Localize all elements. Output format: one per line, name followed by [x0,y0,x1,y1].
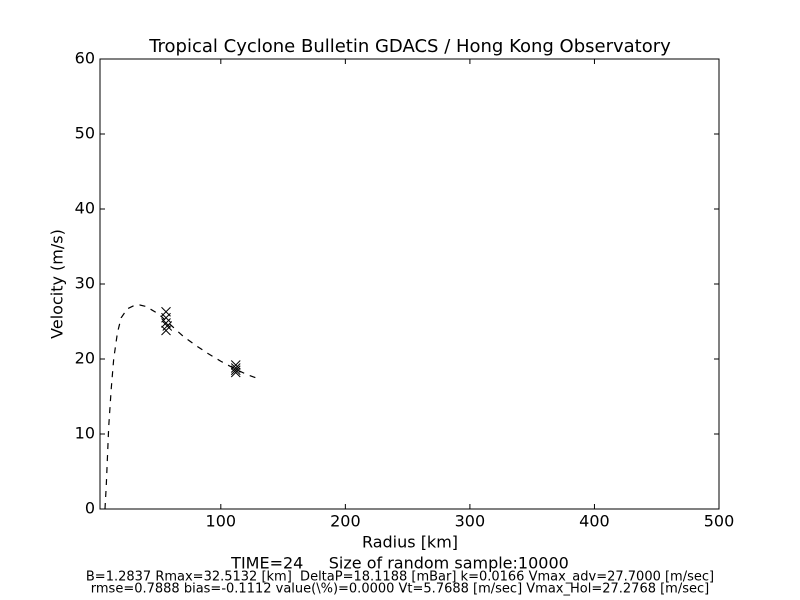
data-line [104,304,256,510]
y-tick-label: 20 [75,349,95,368]
y-tick-label: 30 [75,274,95,293]
x-tick-label: 400 [579,512,610,531]
x-tick-label: 200 [330,512,361,531]
y-axis-label: Velocity (m/s) [48,229,67,339]
data-point [161,312,171,323]
x-tick-label: 300 [455,512,486,531]
data-point [230,363,241,373]
data-point [162,321,173,331]
data-point [230,365,241,376]
y-tick-label: 40 [75,199,95,218]
y-tick-label: 60 [75,49,95,68]
chart-title: Tropical Cyclone Bulletin GDACS / Hong K… [148,36,671,57]
x-tick-label: 100 [206,512,237,531]
annotation: rmse=0.7888 bias=-0.1112 value(\%)=0.000… [91,582,709,597]
y-tick-label: 10 [75,424,95,443]
annotation: B=1.2837 Rmax=32.5132 [km] DeltaP=18.118… [86,570,714,585]
data-point [161,318,171,328]
y-tick-label: 0 [85,499,95,518]
annotation: TIME=24 Size of random sample:10000 [230,554,569,573]
data-point [230,360,241,370]
x-axis-label: Radius [km] [362,533,458,552]
data-point [230,367,241,378]
y-tick-label: 50 [75,124,95,143]
x-tick-label: 500 [704,512,735,531]
